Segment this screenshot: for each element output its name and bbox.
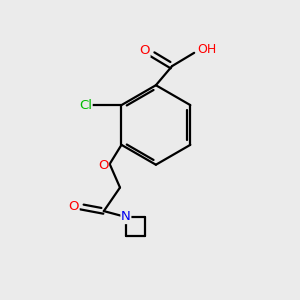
Text: O: O bbox=[68, 200, 79, 213]
Text: N: N bbox=[121, 211, 131, 224]
Text: OH: OH bbox=[198, 43, 217, 56]
Text: O: O bbox=[140, 44, 150, 57]
Text: Cl: Cl bbox=[79, 99, 92, 112]
Text: O: O bbox=[98, 159, 109, 172]
